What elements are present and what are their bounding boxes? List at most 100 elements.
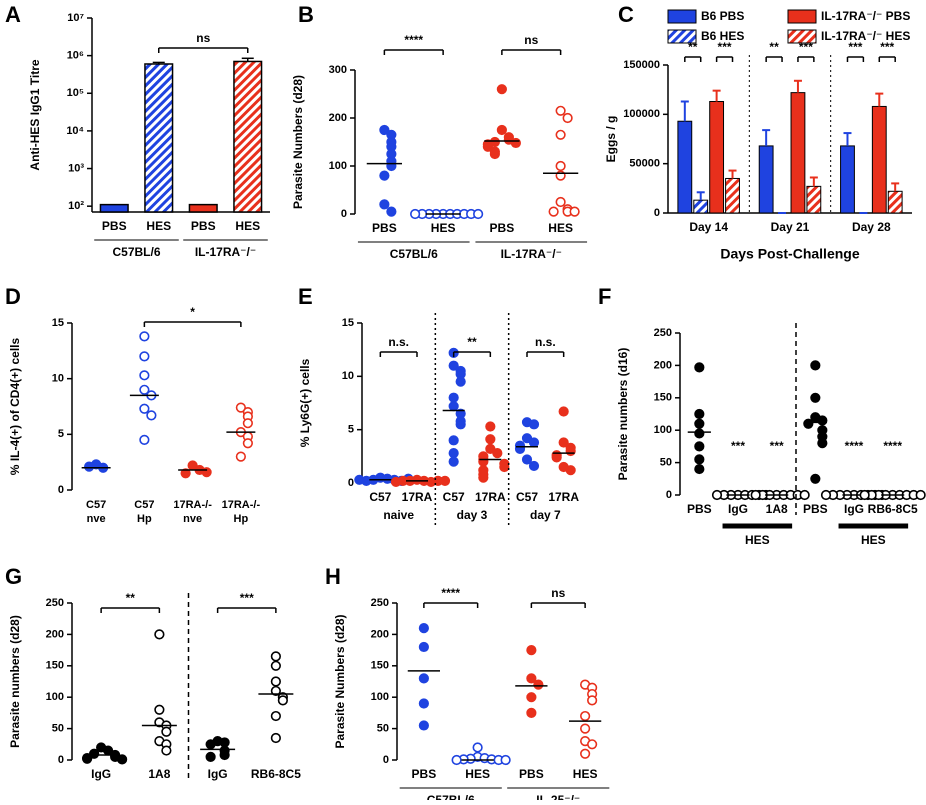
y-tick-label: 10⁴	[66, 125, 84, 137]
data-point	[694, 454, 705, 465]
significance-label: ***	[848, 40, 862, 54]
y-tick-label: 150	[654, 392, 672, 404]
y-axis-label: % Ly6G(+) cells	[298, 358, 312, 447]
significance-label: **	[688, 40, 698, 54]
data-point	[810, 473, 821, 484]
panel-letter: F	[598, 284, 611, 309]
significance-label: ***	[718, 40, 732, 54]
data-point	[478, 472, 489, 483]
x-tick-label: Day 21	[771, 220, 810, 234]
data-point	[478, 456, 489, 467]
group-label: IL-25⁻/⁻	[536, 793, 580, 800]
data-point	[139, 384, 150, 395]
y-tick-label: 100	[46, 691, 64, 703]
y-tick-label: 10	[342, 370, 354, 382]
panel-letter: H	[325, 564, 341, 589]
data-point	[277, 695, 288, 706]
x-tick-label: PBS	[102, 219, 127, 233]
significance-label: ****	[845, 439, 864, 453]
panel-letter: A	[5, 2, 21, 27]
y-tick-label: 300	[329, 64, 347, 76]
y-tick-label: 50	[660, 457, 672, 469]
bar	[693, 199, 709, 214]
group-label: day 3	[457, 508, 488, 522]
x-tick-label: RB6-8C5	[868, 502, 918, 516]
data-point	[485, 421, 496, 432]
data-point	[235, 451, 246, 462]
x-tick-label: 17RA	[475, 490, 506, 504]
legend-label: B6 PBS	[701, 9, 744, 23]
data-point	[555, 196, 566, 208]
data-point	[418, 641, 429, 653]
data-point	[418, 623, 429, 634]
data-point	[82, 753, 93, 764]
y-tick-label: 10⁷	[67, 12, 84, 24]
x-tick-label: HES	[235, 219, 260, 233]
x-tick-label: C57	[516, 490, 538, 504]
data-point	[555, 129, 566, 140]
data-point	[514, 443, 526, 454]
bar	[188, 203, 218, 213]
x-tick-label: PBS	[803, 502, 828, 516]
y-tick-label: 200	[46, 628, 64, 640]
data-point	[555, 160, 566, 172]
panel-letter: B	[298, 2, 314, 27]
data-point	[526, 692, 537, 703]
y-tick-label: 15	[52, 317, 64, 329]
significance-label: ****	[883, 439, 902, 453]
bar	[887, 190, 903, 214]
data-point	[418, 673, 429, 684]
data-point	[235, 402, 246, 413]
data-point	[146, 410, 157, 421]
panel-letter: E	[298, 284, 313, 309]
legend-swatch	[667, 29, 697, 44]
x-tick-label: 17RA-/-	[173, 499, 212, 511]
data-point	[139, 403, 150, 414]
data-point	[139, 434, 150, 446]
data-point	[526, 673, 537, 684]
data-point	[803, 418, 814, 429]
y-tick-label: 0	[58, 754, 64, 766]
data-point	[242, 418, 253, 429]
x-tick-label: 17RA	[402, 490, 433, 504]
y-tick-label: 15	[342, 317, 354, 329]
data-point	[448, 456, 459, 467]
data-point	[473, 208, 484, 220]
data-point	[810, 392, 821, 403]
y-tick-label: 250	[371, 597, 389, 609]
bar	[725, 177, 740, 214]
x-tick-label: PBS	[687, 502, 712, 516]
data-point	[750, 489, 761, 501]
data-point	[510, 137, 521, 149]
legend-label: B6 HES	[701, 29, 744, 43]
data-point	[694, 441, 705, 452]
data-point	[455, 376, 466, 387]
x-tick-label: PBS	[372, 221, 397, 235]
x-tick-label: C57	[86, 499, 106, 511]
data-point	[139, 370, 150, 381]
data-point	[558, 406, 569, 417]
x-tick-label: C57	[369, 490, 391, 504]
x-tick-label: 1A8	[766, 502, 788, 516]
y-tick-label: 200	[329, 112, 347, 124]
y-tick-label: 10²	[68, 200, 84, 212]
data-point	[500, 754, 511, 766]
data-point	[551, 452, 562, 463]
data-point	[161, 726, 172, 737]
data-point	[496, 84, 507, 95]
data-point	[526, 644, 537, 656]
data-point	[201, 467, 212, 478]
y-tick-label: 100	[654, 424, 672, 436]
data-point	[354, 474, 365, 485]
y-tick-label: 100	[371, 691, 389, 703]
bar	[709, 101, 725, 214]
significance-label: ****	[441, 586, 460, 600]
y-tick-label: 50	[377, 723, 389, 735]
data-point	[472, 742, 483, 753]
data-point	[548, 206, 559, 217]
bar	[790, 92, 806, 214]
data-point	[451, 754, 462, 766]
significance-label: **	[467, 335, 477, 349]
data-point	[533, 679, 544, 690]
